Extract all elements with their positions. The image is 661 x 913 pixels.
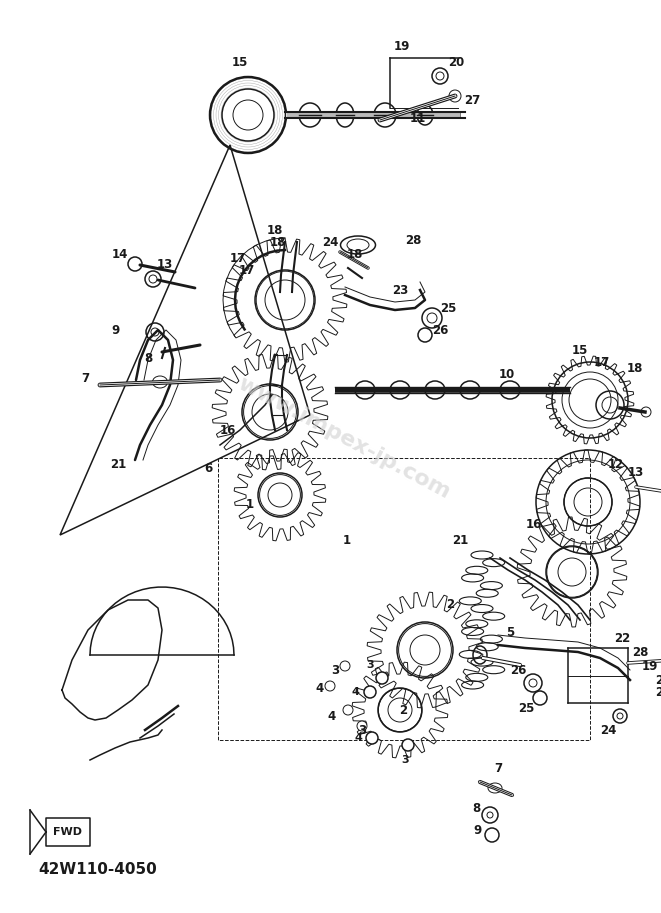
Circle shape — [128, 257, 142, 271]
Text: 21: 21 — [110, 458, 126, 471]
Text: 8: 8 — [144, 352, 152, 364]
Text: 15: 15 — [232, 57, 248, 69]
Circle shape — [641, 407, 651, 417]
Text: 4: 4 — [354, 733, 362, 743]
Text: 14: 14 — [112, 248, 128, 261]
Text: 9: 9 — [111, 323, 119, 337]
Text: 17: 17 — [594, 355, 610, 369]
Text: 13: 13 — [628, 466, 644, 478]
Circle shape — [482, 807, 498, 823]
Circle shape — [533, 691, 547, 705]
Text: 13: 13 — [157, 258, 173, 271]
Text: 3: 3 — [366, 660, 374, 670]
Text: 27: 27 — [655, 687, 661, 699]
Circle shape — [418, 328, 432, 342]
Text: 12: 12 — [608, 457, 624, 470]
Text: 23: 23 — [392, 284, 408, 297]
Text: 25: 25 — [518, 701, 534, 715]
Circle shape — [402, 739, 414, 751]
Text: 1: 1 — [343, 533, 351, 547]
Text: 3: 3 — [358, 723, 366, 737]
Text: 22: 22 — [614, 632, 630, 645]
Circle shape — [432, 68, 448, 84]
Text: 18: 18 — [267, 224, 283, 236]
Circle shape — [422, 308, 442, 328]
Text: FWD: FWD — [54, 827, 83, 837]
Text: 1: 1 — [246, 498, 254, 511]
Text: 2: 2 — [399, 704, 407, 717]
Text: 28: 28 — [632, 646, 648, 659]
Text: 18: 18 — [270, 236, 286, 248]
Circle shape — [524, 674, 542, 692]
Text: 6: 6 — [204, 461, 212, 475]
Text: 26: 26 — [510, 664, 526, 677]
Text: 25: 25 — [440, 301, 456, 314]
Text: 4: 4 — [351, 687, 359, 697]
Circle shape — [366, 732, 378, 744]
Text: 15: 15 — [572, 343, 588, 356]
Text: 20: 20 — [448, 57, 464, 69]
Text: 9: 9 — [474, 824, 482, 836]
Text: 27: 27 — [464, 93, 480, 107]
Circle shape — [325, 681, 335, 691]
Text: 18: 18 — [627, 362, 643, 374]
Circle shape — [376, 672, 388, 684]
Text: 2: 2 — [446, 599, 454, 612]
Circle shape — [449, 90, 461, 102]
Text: 19: 19 — [394, 39, 410, 53]
Circle shape — [364, 686, 376, 698]
Text: 21: 21 — [452, 533, 468, 547]
Text: 8: 8 — [472, 802, 480, 814]
Circle shape — [146, 323, 164, 341]
Text: 4: 4 — [316, 681, 324, 695]
Text: 16: 16 — [525, 518, 542, 530]
Text: 10: 10 — [499, 369, 515, 382]
Text: 19: 19 — [642, 659, 658, 673]
Text: 24: 24 — [600, 723, 616, 737]
Text: 26: 26 — [432, 323, 448, 337]
Text: 28: 28 — [405, 234, 421, 247]
Circle shape — [613, 709, 627, 723]
Text: 11: 11 — [410, 111, 426, 124]
Circle shape — [145, 271, 161, 287]
Text: 5: 5 — [506, 625, 514, 638]
Circle shape — [343, 705, 353, 715]
Text: 17: 17 — [239, 264, 255, 277]
Text: 7: 7 — [494, 761, 502, 774]
Circle shape — [357, 721, 367, 731]
Text: 3: 3 — [401, 755, 408, 765]
Text: 42W110-4050: 42W110-4050 — [38, 863, 157, 877]
Text: www.impex-jp.com: www.impex-jp.com — [234, 373, 453, 503]
Circle shape — [340, 661, 350, 671]
Text: 20: 20 — [655, 674, 661, 687]
Text: 7: 7 — [81, 372, 89, 384]
Text: 24: 24 — [322, 236, 338, 248]
Text: 16: 16 — [220, 424, 236, 436]
Text: 18: 18 — [347, 248, 363, 261]
Text: 4: 4 — [328, 709, 336, 722]
Text: 3: 3 — [331, 664, 339, 677]
Circle shape — [485, 828, 499, 842]
Text: 17: 17 — [230, 251, 246, 265]
